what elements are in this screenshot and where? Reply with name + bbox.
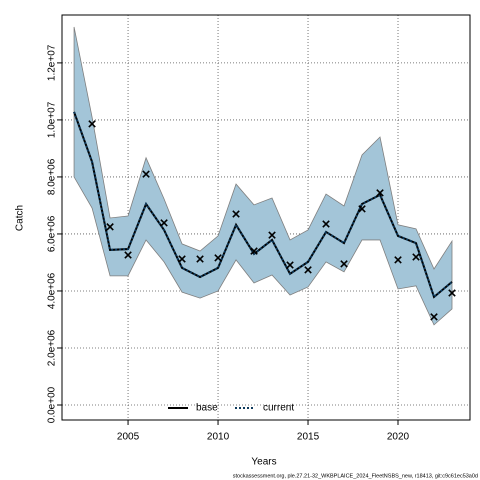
observation-marker: [412, 253, 420, 261]
observation-marker: [268, 231, 276, 239]
y-tick-label: 4.0e+06: [47, 272, 58, 309]
legend-label: base: [196, 403, 218, 414]
observation-marker: [88, 120, 96, 128]
observation-marker: [304, 266, 312, 274]
plot-frame: [61, 14, 471, 421]
observation-marker: [376, 189, 384, 197]
legend-label: current: [263, 403, 294, 414]
x-tick-label: 2020: [387, 432, 410, 443]
x-tick-label: 2015: [297, 432, 320, 443]
y-tick-label: 1.0e+07: [47, 101, 58, 138]
y-tick-label: 0.0e+00: [47, 386, 58, 423]
footer: stockassessment.org, ple.27.21-32_WKBPLA…: [233, 473, 478, 479]
observation-marker: [214, 254, 222, 262]
series-line: [73, 111, 453, 299]
observation-marker: [250, 247, 258, 255]
observation-marker: [286, 261, 294, 269]
observation-marker: [160, 219, 168, 227]
confidence-band: [73, 26, 453, 326]
observation-marker: [448, 289, 456, 297]
observation-marker: [394, 256, 402, 264]
x-axis-label: Years: [251, 457, 276, 468]
x-tick-label: 2010: [207, 432, 230, 443]
y-tick-label: 8.0e+06: [47, 158, 58, 195]
y-tick-label: 2.0e+06: [47, 329, 58, 366]
observation-marker: [196, 255, 204, 263]
y-tick-label: 1.2e+07: [47, 44, 58, 81]
observation-marker: [106, 223, 114, 231]
observation-marker: [430, 313, 438, 321]
observation-marker: [322, 220, 330, 228]
x-tick-label: 2005: [117, 432, 140, 443]
y-tick-label: 6.0e+06: [47, 215, 58, 252]
observation-marker: [142, 170, 150, 178]
observation-marker: [358, 205, 366, 213]
observation-marker: [232, 210, 240, 218]
observation-marker: [124, 251, 132, 259]
observation-marker: [340, 260, 348, 268]
y-axis-label: Catch: [15, 205, 26, 231]
observation-marker: [178, 255, 186, 263]
